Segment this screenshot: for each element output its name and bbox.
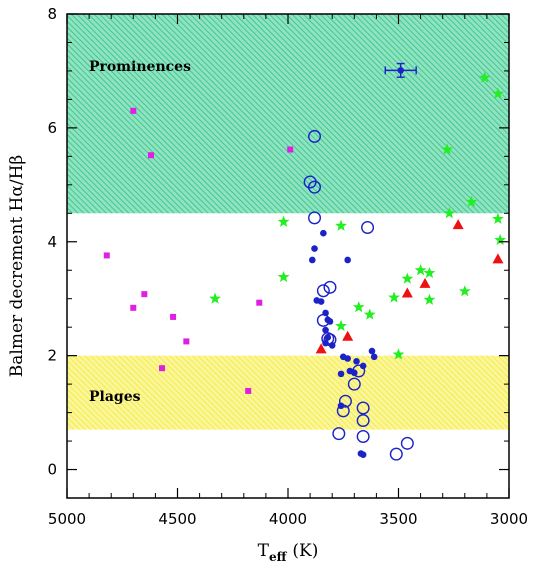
star-point: [458, 285, 471, 297]
filled-circle-point: [317, 298, 325, 305]
triangle-point: [401, 287, 413, 298]
star-point: [277, 215, 290, 227]
open-circle-point: [308, 180, 322, 194]
triangle-point: [315, 343, 327, 354]
square-point: [170, 313, 177, 320]
x-tick-label: 3500: [379, 510, 417, 528]
x-tick-label: 3000: [490, 510, 528, 528]
star-point: [423, 266, 436, 279]
open-circle-point: [356, 414, 370, 428]
open-circle-point: [400, 436, 414, 450]
y-tick-label: 4: [47, 233, 57, 251]
square-point: [130, 304, 137, 311]
square-point: [141, 291, 148, 298]
data-points: [103, 62, 507, 461]
square-point: [245, 387, 252, 394]
square-point: [183, 338, 190, 345]
star-point: [401, 272, 414, 284]
star-point: [423, 293, 436, 305]
square-point: [103, 252, 110, 259]
triangle-point: [492, 253, 504, 264]
filled-circle-point: [353, 358, 360, 365]
open-circle-point: [308, 211, 322, 225]
triangle-point: [342, 330, 354, 341]
open-circle-point: [356, 401, 370, 415]
star-point: [335, 319, 347, 332]
square-point: [159, 365, 166, 372]
region-label-prominences: Prominences: [89, 59, 191, 75]
shaded-regions: [67, 14, 509, 430]
x-tick-label: 5000: [48, 510, 86, 528]
square-point: [287, 146, 294, 153]
star-point: [478, 71, 491, 83]
y-tick-label: 2: [47, 347, 57, 365]
filled-circle-point: [320, 229, 327, 237]
triangle-point: [419, 277, 431, 288]
open-circle-point: [336, 404, 350, 418]
star-point: [494, 233, 507, 246]
x-tick-label: 4000: [269, 510, 307, 528]
y-tick-label: 8: [47, 5, 57, 23]
open-circle-point: [316, 284, 330, 298]
errorbar-center-point: [397, 67, 405, 74]
filled-circle-point: [344, 256, 351, 264]
open-circle-point: [323, 280, 337, 294]
square-point: [256, 299, 263, 306]
open-circle-point: [323, 333, 337, 347]
star-point: [335, 219, 347, 231]
open-circle-point: [347, 377, 361, 391]
region-plages: [67, 355, 509, 430]
filled-circle-point: [311, 245, 318, 252]
errorbar-point: [384, 62, 417, 78]
filled-circle-point: [359, 451, 367, 459]
open-circle-point: [316, 313, 330, 327]
star-point: [465, 195, 478, 207]
axis-ticks: 5000 4500 4000 3500 3000 0 2 4 6 8: [47, 5, 528, 528]
star-point: [352, 301, 365, 313]
filled-circle-point: [344, 355, 351, 362]
star-point: [492, 212, 504, 224]
star-point: [209, 292, 221, 304]
star-point: [363, 308, 376, 320]
open-circle-point: [332, 427, 346, 441]
open-circle-point: [361, 221, 375, 235]
open-circle-point: [308, 129, 322, 143]
filled-circle-point: [370, 353, 378, 361]
star-point: [492, 87, 504, 99]
filled-circle-point: [359, 362, 367, 370]
star-point: [392, 348, 405, 360]
star-point: [414, 264, 427, 276]
open-circle-point: [338, 394, 352, 408]
open-circle-point: [356, 430, 370, 444]
star-point: [277, 270, 290, 283]
filled-circle-point: [368, 347, 376, 355]
star-point: [443, 207, 456, 219]
y-tick-label: 0: [47, 461, 57, 479]
star-point: [441, 143, 454, 155]
square-point: [147, 152, 154, 159]
open-circle-point: [352, 364, 366, 378]
open-circle-point: [389, 447, 403, 461]
filled-circle-point: [322, 326, 329, 334]
square-point: [130, 107, 137, 114]
filled-circle-point: [309, 256, 316, 264]
region-prominences: [67, 14, 509, 214]
filled-circle-point: [337, 370, 345, 378]
y-axis-title: Balmer decrement Hα/Hβ: [7, 155, 27, 377]
triangle-point: [452, 219, 464, 230]
star-point: [388, 291, 400, 303]
y-tick-label: 6: [47, 119, 57, 137]
region-label-plages: Plages: [89, 389, 141, 405]
x-axis-title: Teff (K): [258, 541, 319, 564]
x-tick-label: 4500: [158, 510, 196, 528]
